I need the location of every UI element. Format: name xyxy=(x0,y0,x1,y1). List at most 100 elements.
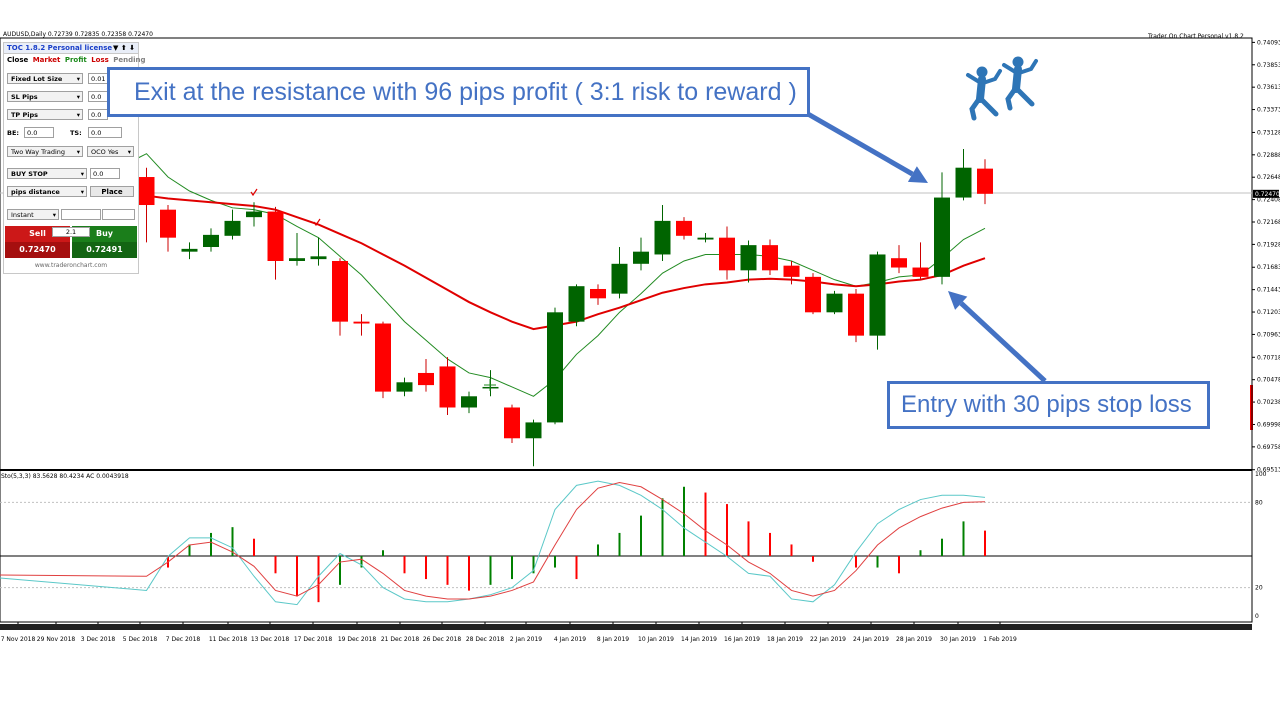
panel-arrows-icon[interactable]: ▼ ⬆ ⬇ xyxy=(113,44,135,52)
candle-body xyxy=(590,288,606,299)
candle-body xyxy=(783,265,800,277)
candle xyxy=(912,242,929,280)
dancer-arms xyxy=(1002,59,1038,75)
price-tick-label: 0.70718 xyxy=(1257,354,1280,361)
candle-body xyxy=(891,258,907,268)
entry-arrow-shaft xyxy=(959,301,1047,383)
price-tick-label: 0.71683 xyxy=(1257,264,1280,271)
candle-body xyxy=(289,258,305,261)
chevron-down-icon: ▾ xyxy=(76,93,80,101)
candle xyxy=(353,314,370,336)
price-tick-label: 0.70238 xyxy=(1257,399,1280,406)
candle xyxy=(869,251,886,350)
sell-label: Sell xyxy=(29,229,46,238)
sl-mode-select[interactable]: SL Pips ▾ xyxy=(7,91,83,102)
lot-input[interactable]: 0.01 xyxy=(88,73,108,84)
price-tick-label: 0.73853 xyxy=(1257,62,1280,69)
osc-tick-label: 100 xyxy=(1255,471,1267,478)
candle-body xyxy=(332,260,348,322)
exec-mode-label: Instant xyxy=(11,211,34,219)
candle-body xyxy=(762,245,778,271)
order-price-input[interactable]: 0.0 xyxy=(90,168,120,179)
exit-arrow-head xyxy=(907,166,928,183)
price-tick-label: 0.72168 xyxy=(1257,219,1280,226)
brand-label: Trader On Chart Personal v1.8.2 xyxy=(1148,33,1244,40)
tab-close[interactable]: Close xyxy=(7,56,29,64)
date-tick-label: 19 Dec 2018 xyxy=(338,636,377,643)
candle xyxy=(504,404,520,443)
tp-input[interactable]: 0.0 xyxy=(88,109,108,120)
candle-body xyxy=(955,167,972,198)
candle-body xyxy=(934,197,950,277)
price-tick-label: 0.70478 xyxy=(1257,377,1280,384)
date-tick-label: 2 Jan 2019 xyxy=(510,636,542,643)
candle xyxy=(267,206,284,280)
buy-button[interactable]: Buy 0.72491 xyxy=(72,226,137,258)
stoch-signal-line xyxy=(0,482,986,600)
exec-input-b[interactable] xyxy=(102,209,135,220)
candle xyxy=(826,290,843,315)
candle-body xyxy=(353,321,370,324)
candle-body xyxy=(418,372,434,386)
date-tick-label: 18 Jan 2019 xyxy=(767,636,803,643)
lot-mode-select[interactable]: Fixed Lot Size ▾ xyxy=(7,73,83,84)
candle-body xyxy=(267,211,284,261)
distance-select[interactable]: pips distance ▾ xyxy=(7,186,87,197)
place-button[interactable]: Place xyxy=(90,186,134,197)
panel-tabs: Close Market Profit Loss Pending xyxy=(7,56,148,64)
tab-loss[interactable]: Loss xyxy=(91,56,109,64)
candle-body xyxy=(912,267,929,277)
candle-body xyxy=(246,211,262,218)
candle xyxy=(676,217,692,240)
date-tick-label: 11 Dec 2018 xyxy=(209,636,248,643)
crosshair-icon xyxy=(484,379,496,391)
candle xyxy=(396,377,413,397)
candle xyxy=(654,205,671,261)
candle-body xyxy=(805,276,821,313)
stoch-main-line xyxy=(0,480,986,606)
tab-pending[interactable]: Pending xyxy=(113,56,146,64)
chevron-down-icon: ▾ xyxy=(76,148,80,156)
candle xyxy=(203,228,219,252)
price-tick-label: 0.73613 xyxy=(1257,84,1280,91)
dancer-icon xyxy=(1002,56,1038,111)
price-tick-label: 0.71443 xyxy=(1257,287,1280,294)
trade-mode-select[interactable]: Two Way Trading ▾ xyxy=(7,146,83,157)
tab-market[interactable]: Market xyxy=(32,56,61,64)
candle xyxy=(762,239,778,275)
sl-input[interactable]: 0.0 xyxy=(88,91,108,102)
candle xyxy=(848,288,864,343)
price-tick-label: 0.69998 xyxy=(1257,421,1280,428)
exec-mode-select[interactable]: Instant ▾ xyxy=(7,209,59,220)
date-tick-label: 24 Jan 2019 xyxy=(853,636,889,643)
price-tick-label: 0.69513 xyxy=(1257,467,1280,474)
candle-body xyxy=(396,382,413,392)
be-input[interactable]: 0.0 xyxy=(24,127,54,138)
lot-display[interactable]: 2.1 xyxy=(52,227,90,237)
candle-body xyxy=(138,177,155,206)
ts-label: TS: xyxy=(70,129,82,137)
site-link[interactable]: www.traderonchart.com xyxy=(34,262,108,269)
sell-button[interactable]: Sell 0.72470 xyxy=(5,226,70,258)
current-price-label: 0.72470 xyxy=(1255,191,1280,198)
candle xyxy=(633,237,649,271)
date-tick-label: 28 Jan 2019 xyxy=(896,636,932,643)
date-tick-label: 8 Jan 2019 xyxy=(597,636,629,643)
price-tick-label: 0.72888 xyxy=(1257,152,1280,159)
order-type-select[interactable]: BUY STOP ▾ xyxy=(7,168,87,179)
date-tick-label: 5 Dec 2018 xyxy=(123,636,158,643)
candle xyxy=(375,321,391,399)
candle-body xyxy=(697,237,714,240)
candle-body xyxy=(547,312,563,423)
ts-input[interactable]: 0.0 xyxy=(88,127,122,138)
oco-select[interactable]: OCO Yes ▾ xyxy=(87,146,134,157)
chevron-down-icon: ▾ xyxy=(76,111,80,119)
candle xyxy=(891,245,907,274)
candle-body xyxy=(633,251,649,264)
candle-body xyxy=(676,220,692,236)
tp-mode-select[interactable]: TP Pips ▾ xyxy=(7,109,83,120)
candle xyxy=(461,391,477,414)
tab-profit[interactable]: Profit xyxy=(64,56,87,64)
exec-input-a[interactable] xyxy=(61,209,101,220)
